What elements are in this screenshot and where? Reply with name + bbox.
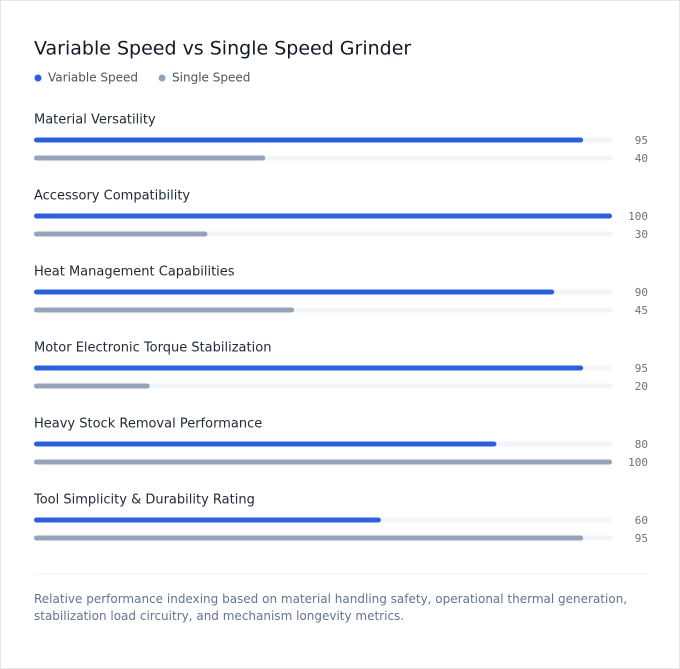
footnote: Relative performance indexing based on m…	[34, 592, 628, 623]
value-label: 95	[635, 532, 648, 545]
category-label: Motor Electronic Torque Stabilization	[34, 341, 271, 356]
bar	[34, 535, 584, 541]
bar	[34, 383, 150, 389]
value-label: 80	[635, 438, 648, 451]
category-label: Heavy Stock Removal Performance	[34, 417, 262, 432]
bar	[34, 307, 295, 313]
bar	[34, 441, 497, 447]
value-label: 100	[628, 210, 648, 223]
value-label: 40	[635, 152, 648, 165]
category-label: Tool Simplicity & Durability Rating	[33, 493, 255, 508]
chart: Variable Speed vs Single Speed Grinder V…	[33, 38, 648, 575]
value-label: 20	[635, 380, 648, 393]
value-label: 60	[635, 514, 648, 527]
bar	[34, 365, 584, 371]
legend-label: Single Speed	[172, 71, 250, 85]
bar-track	[34, 383, 612, 389]
value-label: 95	[635, 362, 648, 375]
category-label: Material Versatility	[34, 113, 156, 128]
bar	[34, 231, 208, 237]
bar	[34, 459, 612, 465]
category-label: Accessory Compatibility	[34, 189, 190, 204]
bar	[34, 289, 555, 295]
chart-title: Variable Speed vs Single Speed Grinder	[34, 38, 411, 60]
category-label: Heat Management Capabilities	[34, 265, 235, 280]
value-label: 90	[635, 286, 648, 299]
value-label: 45	[635, 304, 648, 317]
value-label: 30	[635, 228, 648, 241]
bar	[34, 155, 266, 161]
bar	[34, 213, 612, 219]
legend-marker	[34, 74, 42, 82]
legend-marker	[158, 74, 166, 82]
value-label: 100	[628, 456, 648, 469]
legend-label: Variable Speed	[48, 71, 138, 85]
value-label: 95	[635, 134, 648, 147]
bar	[34, 137, 584, 143]
bar	[34, 517, 381, 523]
